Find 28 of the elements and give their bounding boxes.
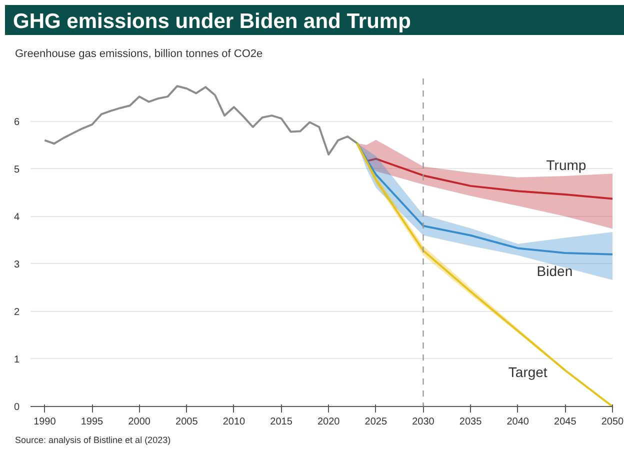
y-tick-label: 4 — [14, 212, 20, 223]
chart-title: GHG emissions under Biden and Trump — [13, 9, 411, 35]
source-note: Source: analysis of Bistline et al (2023) — [15, 434, 171, 447]
x-tick-label: 2025 — [364, 416, 388, 428]
x-tick-label: 2020 — [317, 416, 340, 428]
x-tick-label: 2010 — [222, 416, 246, 428]
y-tick-label: 1 — [14, 354, 20, 366]
x-tick-label: 2035 — [459, 416, 482, 428]
y-tick-label: 0 — [14, 402, 20, 413]
y-tick-label: 3 — [14, 259, 20, 270]
x-tick-label: 2000 — [128, 416, 151, 428]
series-label: Trump — [546, 157, 586, 174]
x-tick-label: 1990 — [34, 416, 56, 428]
line-series — [44, 85, 358, 156]
x-tick-label: 2045 — [554, 416, 577, 428]
y-axis-title: Greenhouse gas emissions, billion tonnes of CO2e — [15, 47, 263, 62]
series-label: Target — [508, 364, 548, 380]
line-series — [356, 142, 612, 256]
y-tick-label: 6 — [14, 116, 20, 128]
x-tick-label: 2040 — [506, 416, 530, 428]
x-tick-label: 1995 — [80, 416, 104, 428]
y-tick-label: 2 — [14, 306, 20, 318]
series-label: Biden — [536, 263, 573, 280]
x-tick-label: 2005 — [176, 416, 198, 428]
x-tick-label: 2030 — [412, 416, 435, 428]
x-tick-label: 2050 — [601, 416, 624, 428]
x-tick-label: 2015 — [270, 416, 293, 428]
y-tick-label: 5 — [14, 164, 20, 176]
